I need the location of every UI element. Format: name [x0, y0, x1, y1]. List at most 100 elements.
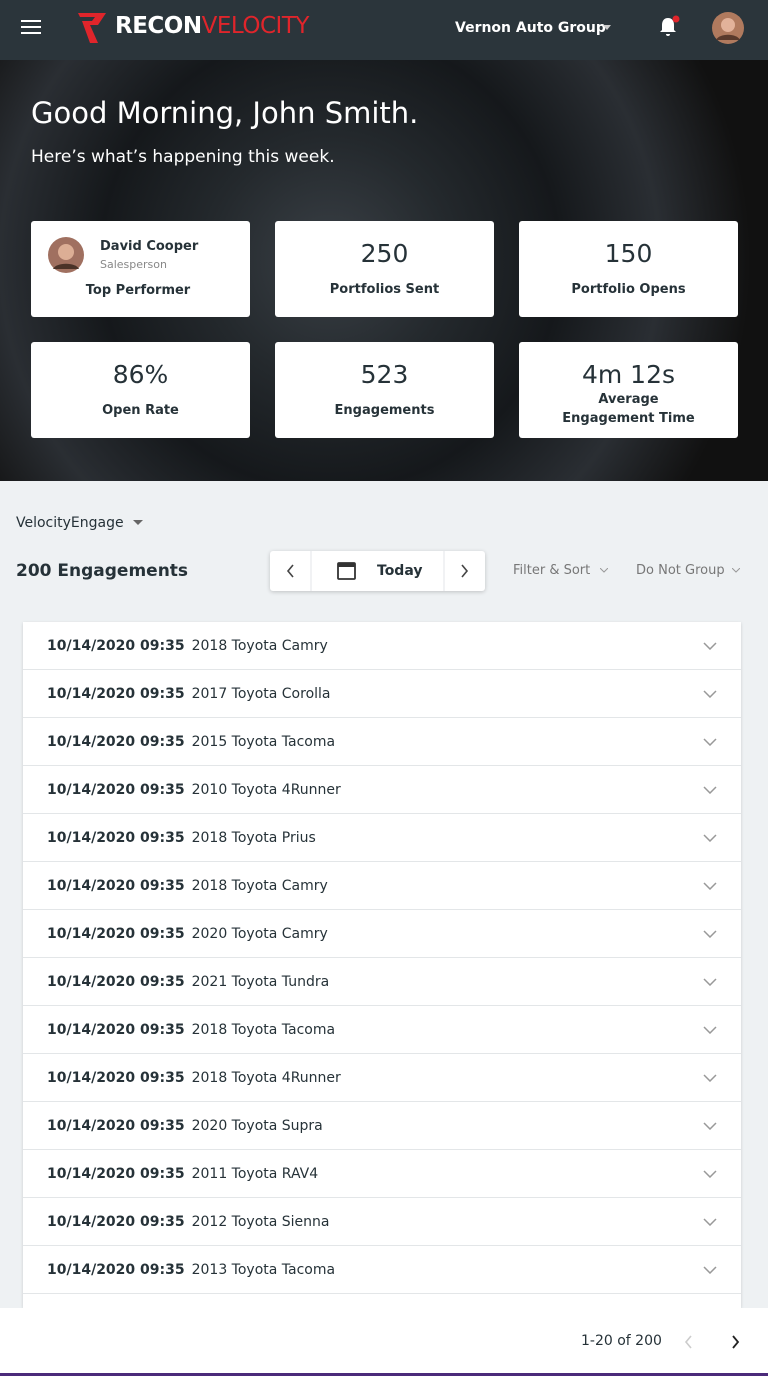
stat-label: Open Rate	[102, 403, 179, 418]
row-date: 10/14/2020 09:35	[47, 1213, 185, 1230]
stat-value: 150	[604, 239, 653, 268]
row-vehicle: 2018 Toyota 4Runner	[191, 1069, 341, 1086]
hero: Good Morning, John Smith. Here’s what’s …	[0, 60, 768, 481]
performer-name: David Cooper	[100, 239, 199, 254]
top-performer-card[interactable]: David Cooper Salesperson Top Performer	[31, 221, 250, 317]
row-vehicle: 2010 Toyota 4Runner	[191, 781, 341, 798]
expand-icon	[703, 1026, 717, 1034]
expand-icon	[703, 1170, 717, 1178]
engagement-row[interactable]: 10/14/2020 09:35 2018 Toyota 4Runner	[23, 1054, 741, 1102]
dealer-select[interactable]: Vernon Auto Group	[455, 20, 606, 36]
page-range: 1-20 of 200	[581, 1333, 662, 1349]
stat-card[interactable]: 86% Open Rate	[31, 342, 250, 438]
row-date: 10/14/2020 09:35	[47, 733, 185, 750]
expand-icon	[703, 834, 717, 842]
row-date: 10/14/2020 09:35	[47, 877, 185, 894]
row-date: 10/14/2020 09:35	[47, 1117, 185, 1134]
stat-card[interactable]: 4m 12s Average Engagement Time	[519, 342, 738, 438]
greeting: Good Morning, John Smith.	[31, 96, 419, 130]
row-vehicle: 2018 Toyota Tacoma	[191, 1021, 336, 1038]
page-nav[interactable]	[683, 1333, 743, 1351]
row-date: 10/14/2020 09:35	[47, 781, 185, 798]
stat-value: 4m 12s	[581, 360, 676, 389]
row-date: 10/14/2020 09:35	[47, 1069, 185, 1086]
row-vehicle: 2017 Toyota Corolla	[191, 685, 331, 702]
engagement-row[interactable]: 10/14/2020 09:35 2018 Toyota Camry	[23, 622, 741, 670]
row-vehicle: 2012 Toyota Sienna	[191, 1213, 330, 1230]
date-picker: Today	[270, 551, 485, 591]
row-vehicle: 2013 Toyota Tacoma	[191, 1261, 336, 1278]
row-vehicle: 2020 Toyota Supra	[191, 1117, 323, 1134]
stat-label: Portfolio Opens	[571, 282, 686, 297]
engagement-row[interactable]: 10/14/2020 09:35 2018 Toyota Tacoma	[23, 1006, 741, 1054]
dropdown-icon	[603, 25, 611, 30]
brand: RECONVELOCITY	[115, 13, 309, 39]
stat-card[interactable]: 523 Engagements	[275, 342, 494, 438]
product-select[interactable]: VelocityEngage	[16, 515, 124, 531]
engagement-count: 200 Engagements	[16, 561, 189, 581]
stat-value: 250	[360, 239, 409, 268]
row-vehicle: 2011 Toyota RAV4	[191, 1165, 319, 1182]
brand-main: RECON	[115, 13, 202, 39]
engagement-row[interactable]: 10/14/2020 09:35 2020 Toyota Camry	[23, 910, 741, 958]
row-date: 10/14/2020 09:35	[47, 829, 185, 846]
expand-icon	[703, 738, 717, 746]
dropdown-icon	[732, 568, 740, 573]
stat-label: Engagement Time	[562, 411, 695, 426]
engagement-row[interactable]: 10/14/2020 09:35 2013 Toyota Tacoma	[23, 1246, 741, 1294]
expand-icon	[703, 1218, 717, 1226]
expand-icon	[703, 882, 717, 890]
dropdown-icon	[133, 520, 143, 525]
stat-value: 523	[360, 360, 409, 389]
engagement-list: 10/14/2020 09:35 2018 Toyota Camry 10/14/2…	[23, 622, 741, 1308]
expand-icon	[703, 690, 717, 698]
dropdown-icon	[600, 568, 608, 573]
performer-avatar	[48, 237, 84, 273]
row-date: 10/14/2020 09:35	[47, 637, 185, 654]
row-vehicle: 2020 Toyota Camry	[191, 925, 328, 942]
logo-mark	[78, 13, 106, 43]
engagement-row[interactable]: 10/14/2020 09:35 2020 Toyota Supra	[23, 1102, 741, 1150]
engagement-row[interactable]: 10/14/2020 09:35 2021 Toyota Tundra	[23, 958, 741, 1006]
row-vehicle: 2021 Toyota Tundra	[191, 973, 330, 990]
engagement-row[interactable]: 10/14/2020 09:35 2018 Toyota Camry	[23, 862, 741, 910]
expand-icon	[703, 1122, 717, 1130]
engagement-row[interactable]: 10/14/2020 09:35 2015 Toyota Tacoma	[23, 718, 741, 766]
row-date: 10/14/2020 09:35	[47, 1021, 185, 1038]
expand-icon	[703, 978, 717, 986]
date-picker-frame	[286, 551, 469, 591]
engagement-row[interactable]: 10/14/2020 09:35 2018 Toyota Prius	[23, 814, 741, 862]
row-date: 10/14/2020 09:35	[47, 973, 185, 990]
stat-value: 86%	[112, 360, 169, 389]
row-vehicle: 2018 Toyota Camry	[191, 877, 328, 894]
stat-card[interactable]: 150 Portfolio Opens	[519, 221, 738, 317]
stat-card[interactable]: 250 Portfolios Sent	[275, 221, 494, 317]
stat-label: Average	[598, 392, 659, 407]
stat-label: Portfolios Sent	[329, 282, 440, 297]
engagement-row[interactable]: 10/14/2020 09:35 2011 Toyota RAV4	[23, 1150, 741, 1198]
row-date: 10/14/2020 09:35	[47, 925, 185, 942]
engagement-row[interactable]: 10/14/2020 09:35 2010 Toyota 4Runner	[23, 766, 741, 814]
row-date: 10/14/2020 09:35	[47, 685, 185, 702]
date-label[interactable]: Today	[377, 563, 423, 579]
performer-role: Salesperson	[100, 258, 167, 271]
brand-accent: VELOCITY	[201, 13, 310, 39]
engagement-row[interactable]: 10/14/2020 09:35 2012 Toyota Sienna	[23, 1198, 741, 1246]
notifications[interactable]	[657, 15, 681, 39]
expand-icon	[703, 1074, 717, 1082]
row-vehicle: 2018 Toyota Camry	[191, 637, 328, 654]
pagination: 1-20 of 200	[0, 1308, 768, 1376]
top-bar: RECONVELOCITY Vernon Auto Group	[0, 0, 768, 60]
group-select[interactable]: Do Not Group	[636, 563, 725, 578]
row-vehicle: 2018 Toyota Prius	[191, 829, 316, 846]
stat-label: Engagements	[334, 403, 435, 418]
menu-button[interactable]	[21, 19, 41, 35]
row-date: 10/14/2020 09:35	[47, 1165, 185, 1182]
engagement-row[interactable]: 10/14/2020 09:35 2017 Toyota Corolla	[23, 670, 741, 718]
user-avatar[interactable]	[712, 12, 744, 44]
filter-sort[interactable]: Filter & Sort	[513, 563, 591, 578]
row-vehicle: 2015 Toyota Tacoma	[191, 733, 336, 750]
expand-icon	[703, 930, 717, 938]
